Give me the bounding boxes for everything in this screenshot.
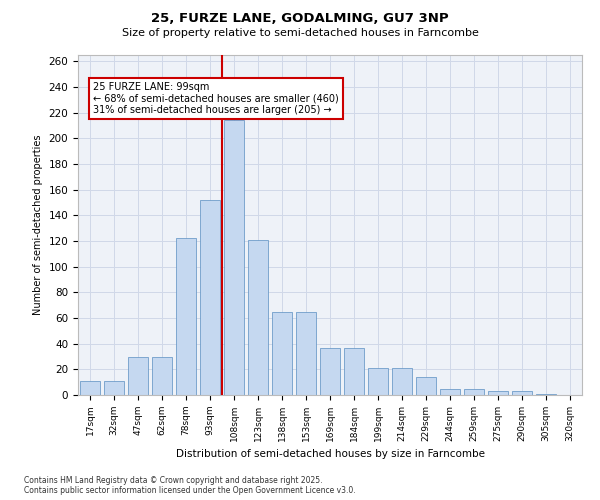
Bar xyxy=(104,381,124,395)
Bar xyxy=(248,240,268,395)
Bar xyxy=(512,391,532,395)
Bar xyxy=(80,381,100,395)
Y-axis label: Number of semi-detached properties: Number of semi-detached properties xyxy=(33,134,43,316)
Text: Contains HM Land Registry data © Crown copyright and database right 2025.
Contai: Contains HM Land Registry data © Crown c… xyxy=(24,476,356,495)
Bar xyxy=(440,388,460,395)
X-axis label: Distribution of semi-detached houses by size in Farncombe: Distribution of semi-detached houses by … xyxy=(176,450,485,460)
Bar xyxy=(320,348,340,395)
Text: 25 FURZE LANE: 99sqm
← 68% of semi-detached houses are smaller (460)
31% of semi: 25 FURZE LANE: 99sqm ← 68% of semi-detac… xyxy=(93,82,339,116)
Bar xyxy=(368,368,388,395)
Bar xyxy=(488,391,508,395)
Bar xyxy=(200,200,220,395)
Bar xyxy=(176,238,196,395)
Text: 25, FURZE LANE, GODALMING, GU7 3NP: 25, FURZE LANE, GODALMING, GU7 3NP xyxy=(151,12,449,26)
Bar xyxy=(464,388,484,395)
Bar xyxy=(152,356,172,395)
Bar xyxy=(416,377,436,395)
Bar xyxy=(128,356,148,395)
Bar xyxy=(536,394,556,395)
Bar xyxy=(392,368,412,395)
Bar xyxy=(224,120,244,395)
Bar xyxy=(296,312,316,395)
Bar xyxy=(272,312,292,395)
Bar xyxy=(344,348,364,395)
Text: Size of property relative to semi-detached houses in Farncombe: Size of property relative to semi-detach… xyxy=(122,28,478,38)
